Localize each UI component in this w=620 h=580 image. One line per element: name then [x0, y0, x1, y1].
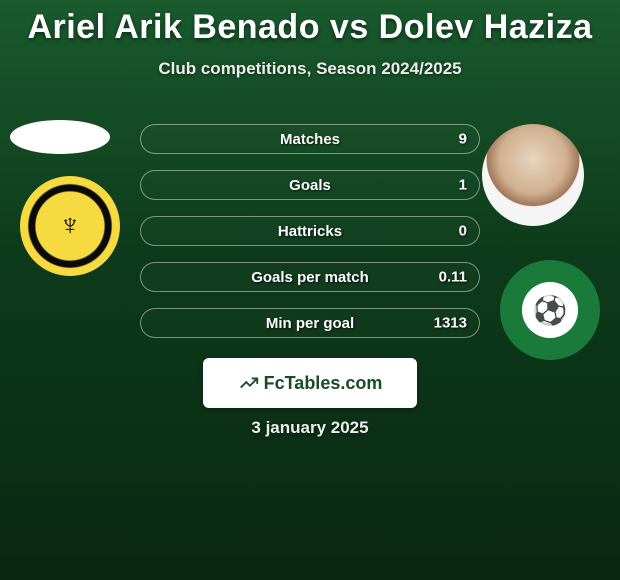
stats-bars: Matches 9 Goals 1 Hattricks 0 Goals per …: [140, 124, 480, 354]
stat-right-value: 0.11: [439, 269, 467, 286]
stat-label: Matches: [280, 131, 340, 148]
stat-row-matches: Matches 9: [140, 124, 480, 154]
stat-row-goals: Goals 1: [140, 170, 480, 200]
page-subtitle: Club competitions, Season 2024/2025: [0, 59, 620, 79]
stat-label: Goals: [289, 177, 331, 194]
stat-label: Goals per match: [251, 269, 369, 286]
chart-icon: [238, 372, 260, 394]
content-root: Ariel Arik Benado vs Dolev Haziza Club c…: [0, 0, 620, 580]
stat-row-hattricks: Hattricks 0: [140, 216, 480, 246]
menorah-icon: ♆: [36, 192, 104, 260]
stat-label: Hattricks: [278, 223, 342, 240]
stat-right-value: 1313: [434, 315, 467, 332]
stat-label: Min per goal: [266, 315, 354, 332]
stat-row-goals-per-match: Goals per match 0.11: [140, 262, 480, 292]
stat-row-min-per-goal: Min per goal 1313: [140, 308, 480, 338]
footer-date: 3 january 2025: [0, 418, 620, 438]
star-ball-icon: ⚽: [522, 282, 578, 338]
club-logo-right: ⚽: [500, 260, 600, 360]
player-avatar-right: [482, 124, 584, 226]
club-logo-left: ♆: [20, 176, 120, 276]
stat-right-value: 9: [459, 131, 467, 148]
brand-text: FcTables.com: [264, 373, 383, 394]
brand-badge: FcTables.com: [203, 358, 417, 408]
page-title: Ariel Arik Benado vs Dolev Haziza: [0, 0, 620, 47]
player-avatar-left: [10, 120, 110, 154]
stat-right-value: 0: [459, 223, 467, 240]
stat-right-value: 1: [459, 177, 467, 194]
